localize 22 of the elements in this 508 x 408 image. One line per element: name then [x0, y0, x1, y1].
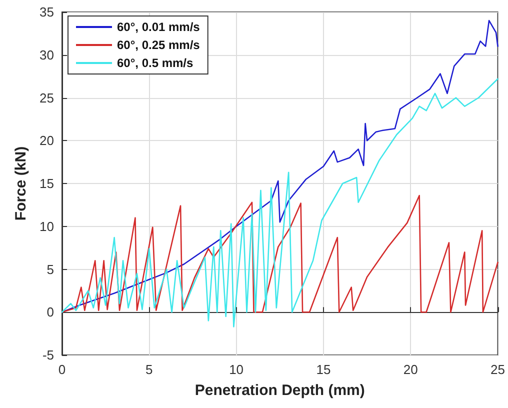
y-tick-label: -5 [42, 348, 54, 362]
y-tick-label: 25 [40, 90, 54, 106]
x-tick-label: 25 [490, 362, 506, 377]
y-tick-label: 30 [40, 47, 54, 62]
x-tick-label: 5 [146, 362, 153, 377]
legend-label: 60°, 0.5 mm/s [117, 56, 194, 70]
legend-label: 60°, 0.01 mm/s [117, 20, 200, 34]
x-axis-title: Penetration Depth (mm) [194, 382, 365, 399]
legend-label: 60°, 0.25 mm/s [117, 38, 200, 52]
line-series [61, 78, 498, 328]
y-axis-title: Force (kN) [12, 146, 30, 221]
y-tick-label: 35 [40, 4, 54, 20]
y-tick-label: 0 [46, 304, 54, 320]
y-tick-label: 15 [40, 176, 54, 191]
x-tick-label: 0 [58, 362, 66, 377]
x-tick-label: 15 [316, 362, 331, 377]
y-tick-label: 5 [46, 262, 54, 277]
line-series [61, 194, 498, 313]
x-tick-label: 20 [403, 362, 418, 377]
x-tick-label: 10 [229, 362, 244, 377]
y-tick-label: 20 [40, 133, 54, 148]
y-tick-label: 10 [40, 218, 54, 234]
